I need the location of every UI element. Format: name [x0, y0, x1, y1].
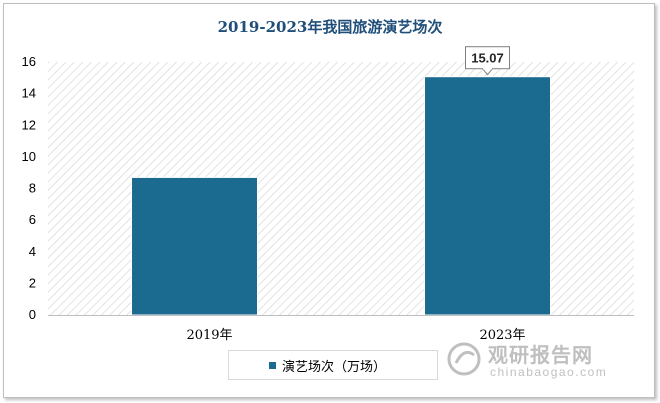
watermark-text-cn: 观研报告网 — [488, 343, 593, 367]
y-tick-label: 6 — [29, 212, 36, 227]
watermark-logo-icon — [447, 342, 481, 376]
bar — [131, 176, 258, 316]
bar — [424, 76, 551, 316]
watermark: 观研报告网 chinabaogao.com — [440, 337, 640, 385]
data-labels: 15.07 — [465, 46, 510, 76]
bars — [131, 76, 551, 316]
legend-label: 演艺场次（万场） — [282, 359, 387, 375]
y-tick-label: 8 — [29, 181, 36, 196]
x-axis: 2019年 2023年 — [48, 315, 634, 343]
x-tick-label: 2023年 — [479, 328, 525, 343]
y-tick-label: 14 — [22, 86, 36, 101]
y-tick-label: 12 — [22, 117, 36, 132]
y-tick-label: 10 — [22, 149, 36, 164]
watermark-text-en: chinabaogao.com — [490, 365, 608, 379]
y-tick-label: 4 — [29, 244, 36, 259]
data-label: 15.07 — [471, 51, 504, 66]
data-label-pointer — [482, 68, 493, 76]
chart-title: 2019-2023年我国旅游演艺场次 — [218, 18, 443, 36]
y-tick-label: 2 — [29, 275, 36, 290]
legend: 演艺场次（万场） — [228, 350, 438, 380]
legend-swatch — [269, 361, 276, 369]
x-tick-label: 2019年 — [186, 328, 232, 343]
y-tick-label: 16 — [22, 54, 36, 69]
y-axis: 0 2 4 6 8 10 12 14 16 — [22, 54, 36, 322]
y-tick-label: 0 — [29, 307, 36, 322]
